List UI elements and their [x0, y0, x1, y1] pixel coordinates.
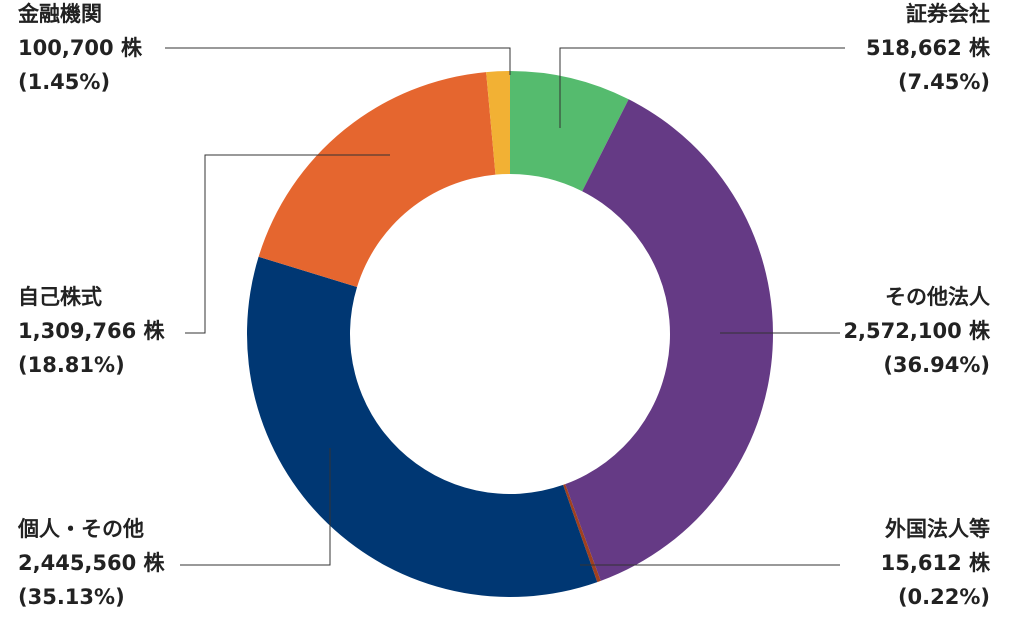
slice	[258, 72, 496, 288]
leader-line	[180, 448, 331, 566]
leader-line	[559, 47, 845, 128]
label-percent: (0.22%)	[898, 585, 990, 609]
label-name: その他法人	[885, 285, 990, 309]
slice	[510, 71, 629, 192]
label-value: 100,700 株	[18, 36, 143, 60]
leader-line	[165, 47, 511, 75]
slice	[247, 256, 598, 597]
label-value: 518,662 株	[866, 36, 991, 60]
label-value: 1,309,766 株	[18, 319, 166, 343]
label-name: 外国法人等	[885, 517, 990, 541]
label-percent: (35.13%)	[18, 585, 125, 609]
label-percent: (1.45%)	[18, 70, 110, 94]
label-name: 証券会社	[906, 2, 990, 26]
label-value: 2,572,100 株	[843, 319, 991, 343]
label-value: 2,445,560 株	[18, 551, 166, 575]
label-percent: (36.94%)	[883, 353, 990, 377]
slice	[563, 484, 601, 583]
label-percent: (18.81%)	[18, 353, 125, 377]
leader-line	[185, 154, 390, 334]
label-percent: (7.45%)	[898, 70, 990, 94]
label-name: 金融機関	[17, 2, 102, 26]
slice	[486, 71, 510, 175]
label-name: 自己株式	[18, 285, 102, 309]
slice	[565, 99, 774, 581]
label-name: 個人・その他	[17, 517, 144, 541]
label-value: 15,612 株	[881, 551, 991, 575]
